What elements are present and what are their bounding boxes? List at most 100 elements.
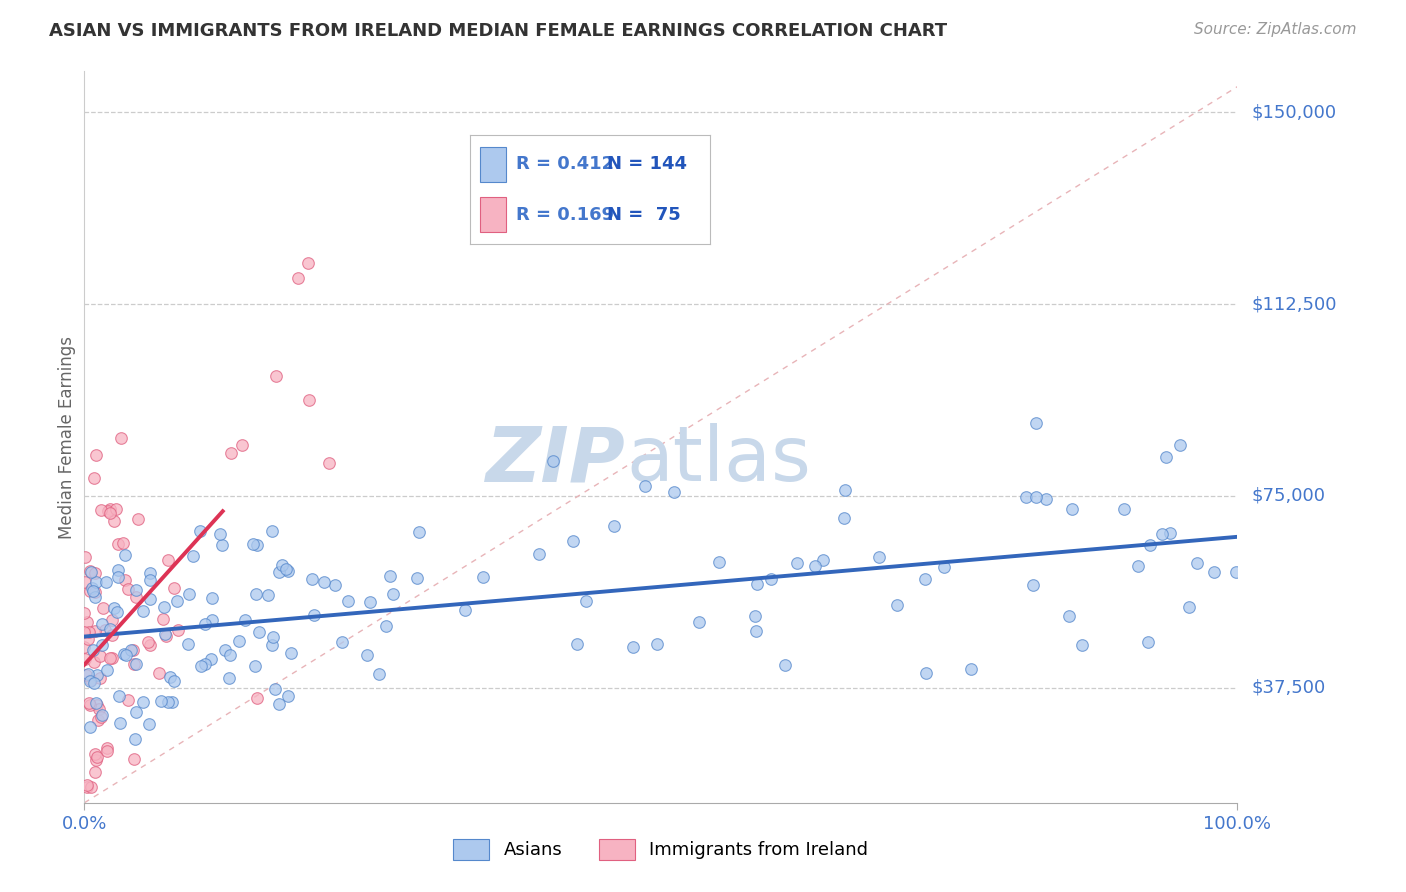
Point bbox=[73, 574, 96, 589]
Point bbox=[264, 368, 287, 383]
Point bbox=[83, 471, 105, 485]
Point bbox=[219, 648, 242, 662]
Point bbox=[101, 650, 124, 665]
Point bbox=[77, 696, 100, 710]
Point bbox=[406, 570, 429, 584]
Point bbox=[104, 501, 127, 516]
Point bbox=[932, 559, 955, 574]
Point bbox=[114, 549, 136, 563]
Point bbox=[86, 667, 108, 681]
Point bbox=[330, 634, 353, 648]
Point bbox=[621, 640, 644, 654]
Point bbox=[1070, 639, 1092, 653]
Point bbox=[80, 780, 103, 795]
Point bbox=[117, 693, 139, 707]
Point bbox=[1112, 502, 1135, 516]
Point bbox=[79, 698, 101, 713]
Text: N = 144: N = 144 bbox=[606, 155, 686, 173]
Point bbox=[166, 594, 188, 608]
Point bbox=[245, 587, 267, 601]
Point bbox=[246, 691, 269, 706]
Point bbox=[274, 562, 297, 576]
Point bbox=[1057, 609, 1080, 624]
Point bbox=[148, 665, 170, 680]
Point bbox=[76, 780, 98, 795]
Bar bbox=[479, 146, 506, 182]
Point bbox=[664, 484, 686, 499]
Text: atlas: atlas bbox=[626, 423, 811, 497]
Point bbox=[269, 697, 291, 711]
Point bbox=[167, 623, 190, 637]
Point bbox=[84, 449, 107, 463]
Point bbox=[155, 629, 177, 643]
Point bbox=[277, 564, 299, 578]
Point bbox=[565, 637, 588, 651]
Point bbox=[262, 630, 284, 644]
Point bbox=[707, 555, 730, 569]
Point bbox=[201, 591, 224, 605]
Point bbox=[89, 649, 111, 664]
Point bbox=[262, 638, 284, 652]
Point bbox=[107, 563, 129, 577]
Point bbox=[868, 549, 890, 564]
Point bbox=[79, 720, 101, 734]
Point bbox=[1015, 491, 1038, 505]
Point bbox=[375, 619, 398, 633]
Point bbox=[139, 592, 162, 607]
Point bbox=[298, 393, 321, 408]
Point bbox=[139, 638, 162, 652]
Point bbox=[541, 454, 564, 468]
Point bbox=[91, 638, 114, 652]
Point bbox=[83, 675, 105, 690]
Text: R = 0.412: R = 0.412 bbox=[516, 155, 613, 173]
Point bbox=[87, 713, 110, 727]
Bar bbox=[479, 197, 506, 232]
Point bbox=[75, 652, 97, 666]
Point bbox=[243, 658, 266, 673]
Point bbox=[209, 526, 232, 541]
Point bbox=[297, 256, 319, 270]
Point bbox=[149, 694, 172, 708]
Point bbox=[101, 613, 124, 627]
Point bbox=[76, 777, 98, 791]
Point bbox=[287, 271, 309, 285]
Point bbox=[84, 753, 107, 767]
Point bbox=[86, 575, 108, 590]
Point bbox=[91, 601, 114, 615]
Point bbox=[1225, 565, 1247, 579]
Text: $150,000: $150,000 bbox=[1251, 103, 1336, 121]
Point bbox=[301, 572, 323, 586]
Point bbox=[152, 612, 174, 626]
Point bbox=[269, 566, 291, 580]
Point bbox=[359, 595, 381, 609]
Point bbox=[98, 622, 121, 636]
Point bbox=[91, 617, 114, 632]
Y-axis label: Median Female Earnings: Median Female Earnings bbox=[58, 335, 76, 539]
Point bbox=[811, 553, 834, 567]
Point bbox=[73, 640, 96, 655]
Point bbox=[83, 747, 105, 762]
Point bbox=[101, 628, 124, 642]
Point bbox=[380, 568, 402, 582]
Point bbox=[759, 572, 782, 586]
Point bbox=[84, 624, 107, 639]
Point bbox=[181, 549, 204, 563]
Point bbox=[214, 643, 236, 657]
Point bbox=[111, 536, 134, 550]
Point bbox=[453, 603, 475, 617]
Point bbox=[1152, 527, 1174, 541]
Point bbox=[318, 456, 340, 470]
Point bbox=[82, 643, 104, 657]
Point bbox=[277, 690, 299, 704]
Text: $37,500: $37,500 bbox=[1251, 679, 1326, 697]
Point bbox=[246, 538, 269, 552]
Text: N =  75: N = 75 bbox=[606, 206, 681, 224]
Point bbox=[86, 749, 108, 764]
Point bbox=[832, 511, 855, 525]
Legend: Asians, Immigrants from Ireland: Asians, Immigrants from Ireland bbox=[446, 831, 876, 867]
Point bbox=[75, 549, 97, 564]
Point bbox=[233, 613, 256, 627]
Point bbox=[1187, 557, 1209, 571]
Point bbox=[90, 708, 112, 723]
Point bbox=[960, 662, 983, 676]
